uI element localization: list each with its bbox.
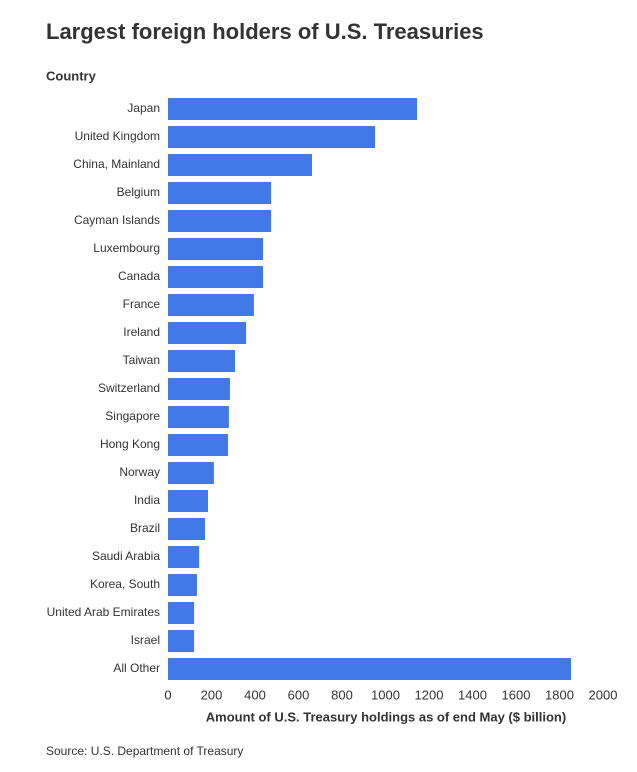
bar [168,322,247,344]
y-tick-label: India [134,493,160,507]
bar [168,266,264,288]
y-tick-label: Taiwan [123,353,160,367]
chart-title: Largest foreign holders of U.S. Treasuri… [46,19,484,44]
y-tick-label: Singapore [105,409,160,423]
y-tick-label: Luxembourg [93,241,160,255]
y-axis-title: Country [46,68,97,83]
bar [168,462,214,484]
bar [168,238,264,260]
x-tick-label: 0 [164,687,171,702]
bar [168,546,200,568]
x-tick-label: 1800 [545,687,574,702]
x-tick-label: 600 [288,687,310,702]
source: Source: U.S. Department of Treasury [46,744,243,758]
bar [168,574,197,596]
bar [168,182,272,204]
x-tick-label: 1600 [502,687,531,702]
y-tick-label: Switzerland [98,381,160,395]
x-tick-label: 400 [244,687,266,702]
bar [168,210,272,232]
bar [168,658,572,680]
bar [168,602,195,624]
bar [168,154,312,176]
y-tick-label: Japan [127,101,160,115]
y-tick-label: Belgium [117,185,160,199]
bar [168,378,230,400]
y-tick-label: Norway [119,465,160,479]
bar [168,490,209,512]
y-tick-label: Ireland [123,325,160,339]
bar [168,98,418,120]
y-tick-label: Hong Kong [100,437,160,451]
x-tick-label: 800 [331,687,353,702]
x-tick-label: 200 [201,687,223,702]
x-tick-label: 1400 [458,687,487,702]
y-tick-label: France [123,297,161,311]
y-tick-label: Brazil [130,521,160,535]
y-tick-label: All Other [113,661,160,675]
x-axis-title: Amount of U.S. Treasury holdings as of e… [206,709,566,724]
y-tick-label: United Arab Emirates [47,605,160,619]
bar [168,630,195,652]
bar [168,434,229,456]
y-tick-label: Korea, South [90,577,160,591]
y-tick-label: Israel [131,633,160,647]
bar [168,518,205,540]
y-tick-label: Saudi Arabia [92,549,160,563]
x-tick-label: 1000 [371,687,400,702]
bar [168,350,235,372]
y-tick-label: China, Mainland [73,157,160,171]
bar [168,406,229,428]
y-tick-label: Canada [118,269,160,283]
bar [168,126,376,148]
x-tick-label: 2000 [589,687,618,702]
y-tick-label: Cayman Islands [74,213,160,227]
bar [168,294,254,316]
x-tick-label: 1200 [415,687,444,702]
y-tick-label: United Kingdom [75,129,160,143]
